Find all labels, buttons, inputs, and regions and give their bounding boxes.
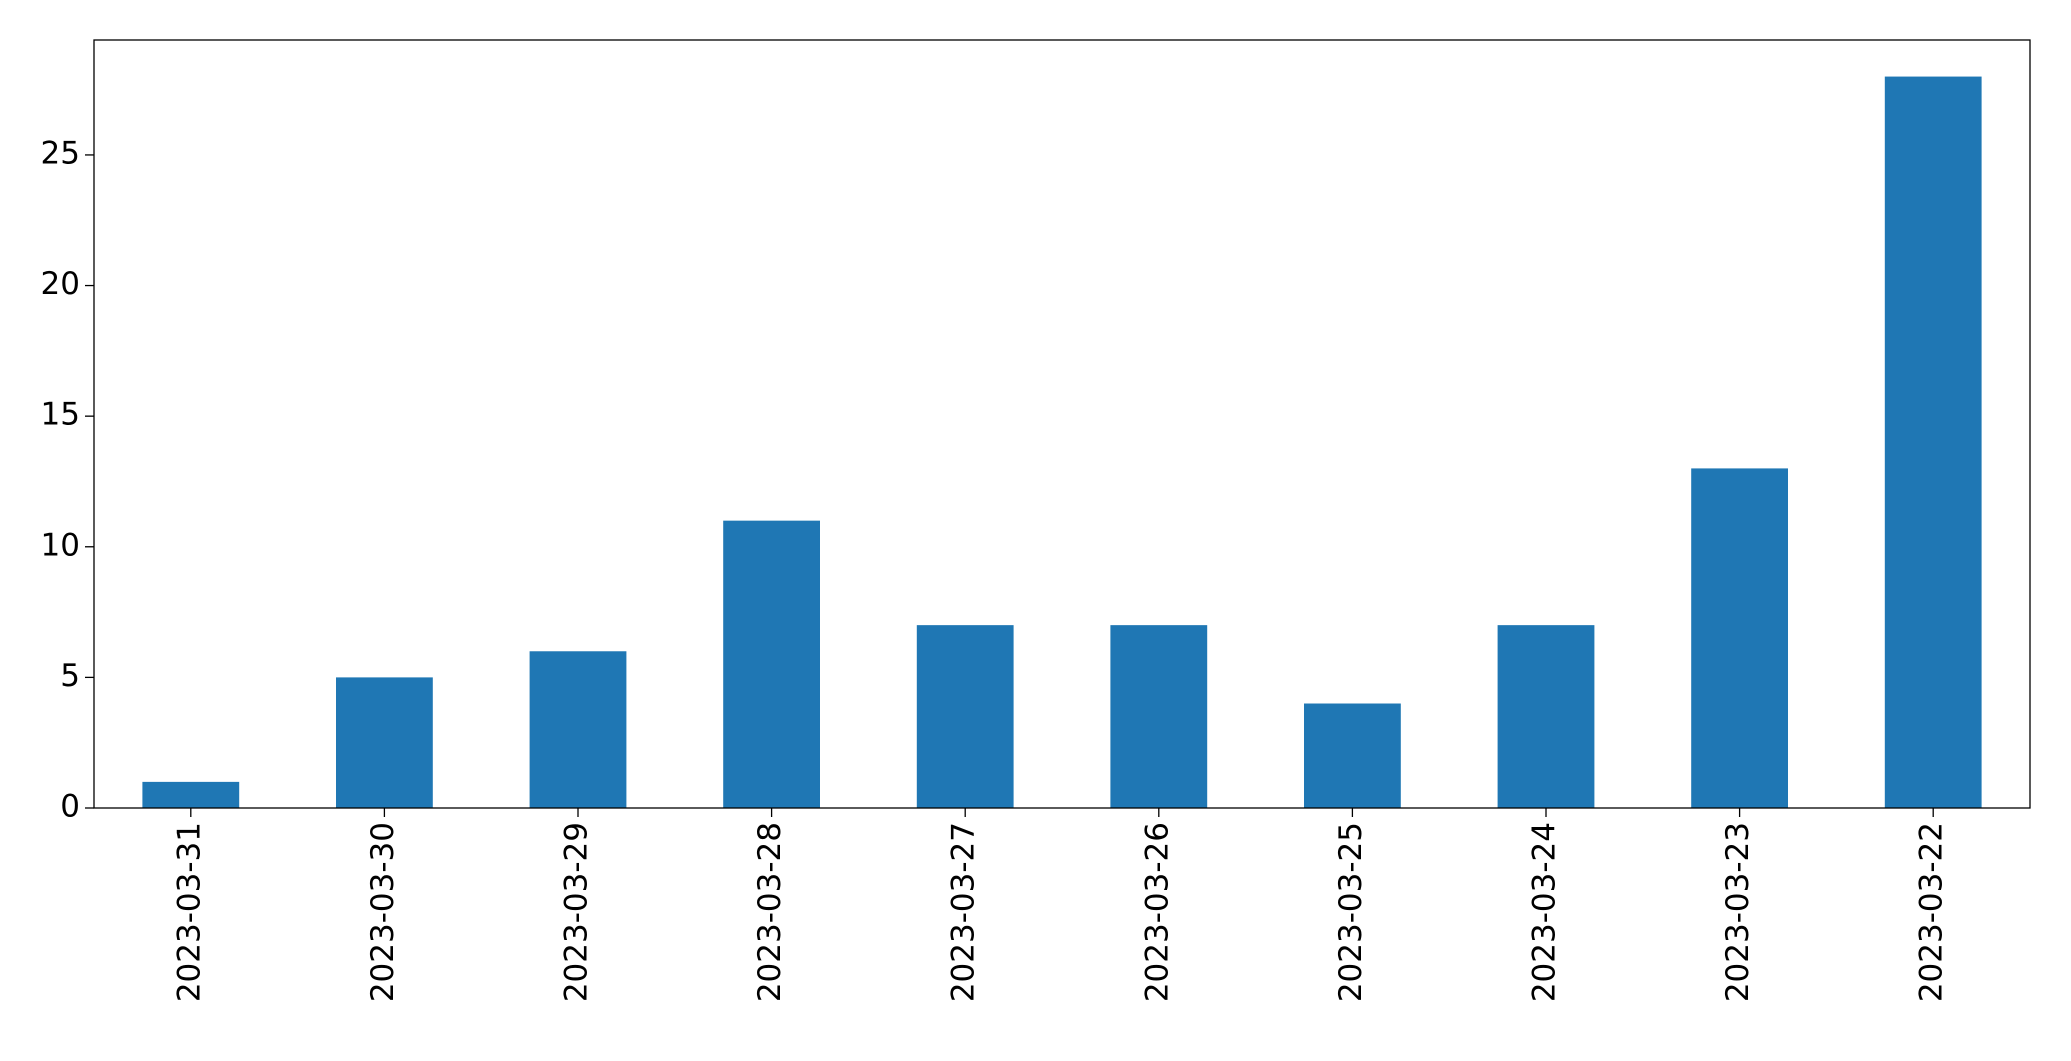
bar (1884, 76, 1982, 809)
bar (1110, 625, 1208, 808)
bar (916, 625, 1014, 808)
y-tick-label: 5 (60, 658, 80, 694)
y-tick-label: 20 (41, 266, 80, 302)
x-tick-label: 2023-03-31 (171, 822, 207, 1002)
bar (142, 781, 240, 808)
bar (723, 520, 820, 808)
y-tick-label: 0 (60, 789, 80, 825)
x-tick-label: 2023-03-23 (1720, 822, 1756, 1002)
bar (1691, 468, 1788, 808)
x-tick-label: 2023-03-30 (365, 822, 401, 1002)
x-tick-label: 2023-03-22 (1914, 822, 1950, 1002)
y-tick-label: 25 (41, 135, 80, 171)
y-tick-label: 10 (41, 527, 80, 563)
x-tick-label: 2023-03-27 (946, 822, 982, 1002)
y-tick-label: 15 (41, 397, 80, 433)
x-tick-label: 2023-03-26 (1139, 822, 1175, 1002)
x-tick-label: 2023-03-24 (1527, 822, 1563, 1002)
x-tick-label: 2023-03-29 (559, 822, 595, 1002)
plot-frame (93, 39, 2031, 809)
bar (529, 651, 627, 808)
x-tick-label: 2023-03-25 (1333, 822, 1369, 1002)
bar (1497, 625, 1595, 808)
bar (336, 677, 433, 808)
bar (1304, 703, 1401, 808)
x-tick-label: 2023-03-28 (752, 822, 788, 1002)
